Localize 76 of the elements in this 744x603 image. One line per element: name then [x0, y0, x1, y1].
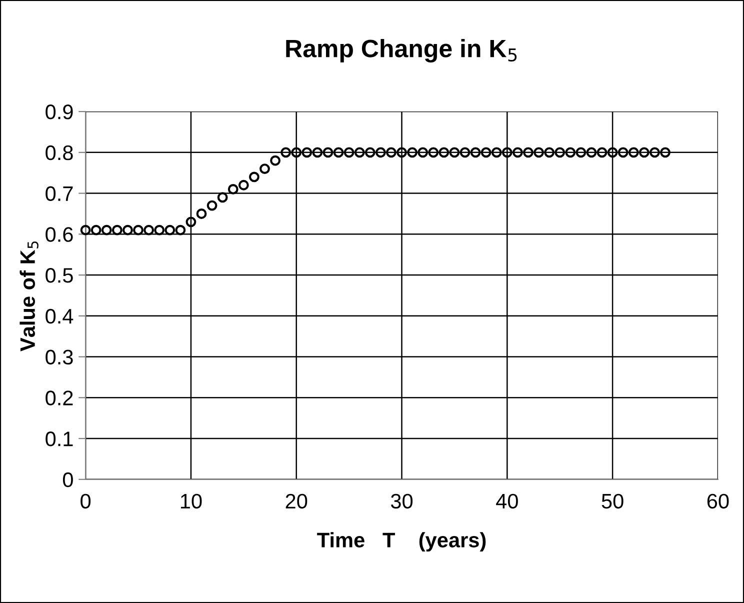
- point: [460, 147, 470, 158]
- point: [354, 147, 365, 158]
- x-axis-title: Time T (years): [317, 532, 486, 552]
- point: [112, 224, 122, 236]
- point: [596, 147, 608, 158]
- point: [396, 147, 407, 158]
- x-tick-label: 30: [390, 494, 413, 509]
- point: [512, 147, 523, 158]
- point: [175, 224, 186, 236]
- point: [418, 147, 428, 158]
- y-tick-label: 0.4: [46, 308, 74, 324]
- point: [248, 172, 260, 182]
- x-tick-label: 20: [286, 494, 308, 509]
- point: [628, 147, 639, 158]
- point: [280, 147, 292, 158]
- point: [660, 147, 670, 158]
- x-tick-label: 60: [707, 494, 729, 509]
- point: [480, 147, 492, 158]
- point: [238, 180, 249, 190]
- y-tick-label: 0.5: [46, 268, 73, 283]
- y-tick-label: 0: [62, 472, 73, 488]
- y-tick-label: 0.9: [46, 104, 73, 120]
- point: [554, 147, 566, 158]
- point: [333, 147, 344, 158]
- y-tick-label: 0.1: [46, 432, 73, 446]
- point: [428, 147, 439, 158]
- point: [133, 224, 144, 236]
- point: [449, 147, 460, 158]
- y-tick-label: 0.7: [46, 186, 73, 202]
- point: [618, 147, 628, 158]
- point: [186, 216, 196, 228]
- point: [312, 147, 323, 158]
- point: [565, 147, 576, 158]
- point: [228, 184, 238, 194]
- point: [491, 147, 502, 158]
- point: [344, 147, 354, 158]
- y-axis-title: Value of K$_{5}$: [20, 241, 38, 352]
- y-tick-label: 0.2: [46, 390, 73, 406]
- point: [101, 224, 112, 236]
- y-tick-label: 0.8: [46, 145, 73, 160]
- point: [375, 147, 386, 158]
- point: [470, 147, 481, 158]
- x-tick-label: 50: [602, 494, 624, 509]
- point: [270, 155, 280, 166]
- point: [544, 147, 555, 158]
- point: [576, 147, 586, 158]
- point: [638, 147, 650, 158]
- point: [650, 147, 660, 158]
- point: [206, 200, 218, 211]
- point: [196, 208, 207, 219]
- point: [407, 147, 418, 158]
- x-tick-label: 40: [496, 494, 518, 509]
- point: [154, 224, 165, 236]
- x-tick-label: 10: [180, 494, 202, 509]
- point: [80, 224, 91, 236]
- point: [586, 147, 597, 158]
- point: [291, 147, 302, 158]
- point: [90, 224, 102, 236]
- point: [364, 147, 376, 158]
- point: [438, 147, 450, 158]
- point: [502, 147, 512, 158]
- point: [260, 164, 270, 174]
- point: [217, 192, 228, 203]
- chart-title: Ramp Change in K$_{5}$: [286, 39, 517, 62]
- y-tick-label: 0.6: [46, 227, 73, 242]
- point: [607, 147, 618, 158]
- point: [302, 147, 312, 158]
- point: [322, 147, 334, 158]
- y-tick-label: 0.3: [46, 350, 73, 365]
- point: [386, 147, 396, 158]
- point: [122, 224, 133, 236]
- point: [523, 147, 534, 158]
- point: [144, 224, 154, 236]
- point: [164, 224, 176, 236]
- point: [534, 147, 544, 158]
- x-tick-label: 0: [80, 494, 91, 509]
